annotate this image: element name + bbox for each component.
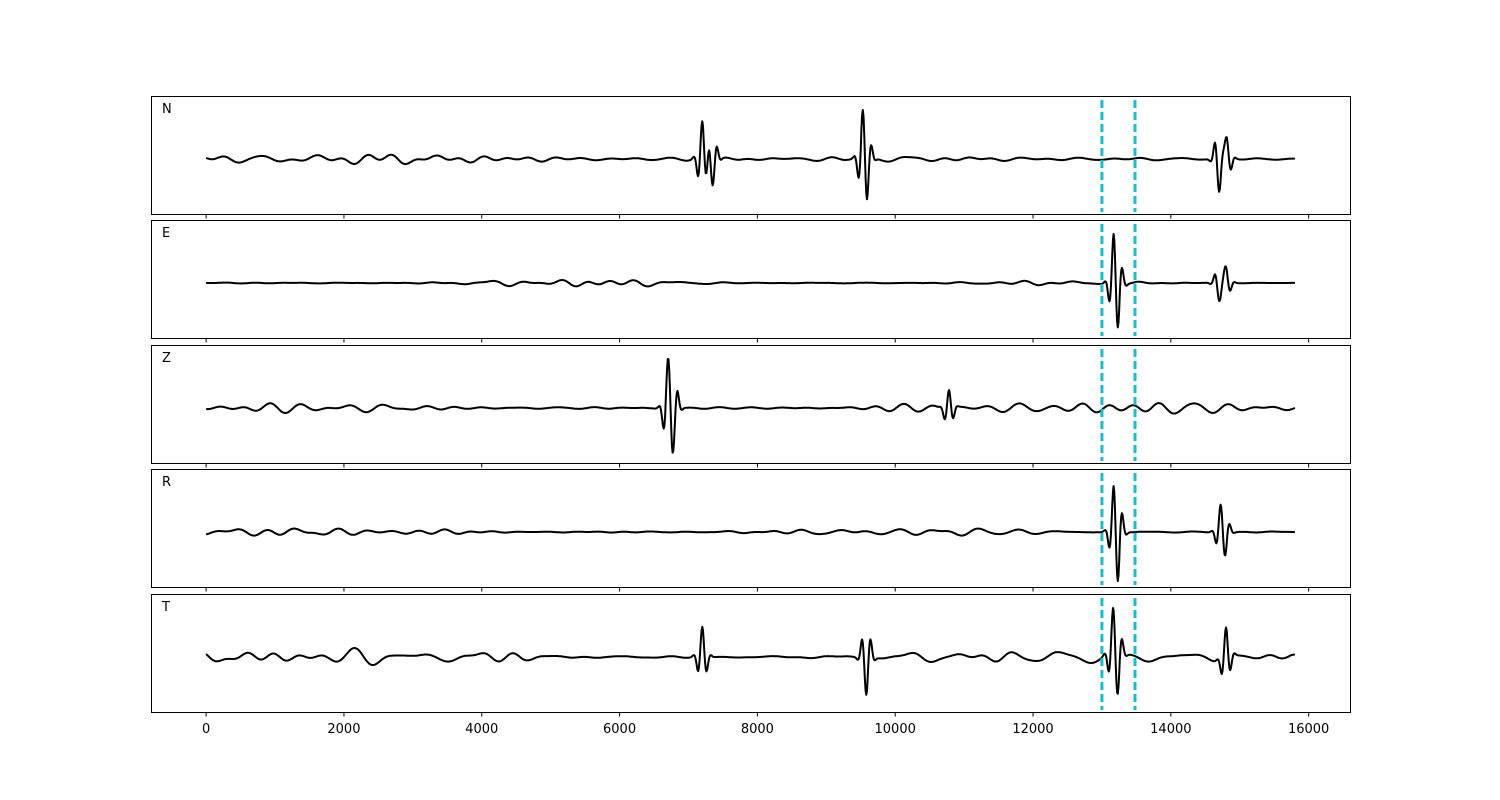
panel-frame [151, 96, 1351, 215]
panel-frame [151, 469, 1351, 588]
x-tick-label: 2000 [327, 722, 360, 737]
trace-line-n [205, 109, 1296, 201]
x-tick-label: 16000 [1288, 722, 1329, 737]
panel-frame [151, 220, 1351, 339]
panels-group: N E Z R T [151, 96, 1351, 717]
x-tick-label: 0 [202, 722, 210, 737]
panel-label-e: E [162, 226, 170, 241]
panel-e: E [151, 220, 1351, 343]
x-tick-label: 14000 [1150, 722, 1191, 737]
panel-label-n: N [162, 102, 172, 117]
trace-line-z [205, 358, 1296, 454]
panel-z: Z [151, 345, 1351, 468]
x-axis: 0 2000 4000 6000 8000 10000 12000 14000 16000 [202, 722, 1329, 737]
panel-n: N [151, 96, 1351, 219]
panel-frame [151, 345, 1351, 464]
panel-label-z: Z [162, 351, 171, 366]
trace-line-e [205, 233, 1296, 329]
panel-r: R [151, 469, 1351, 592]
trace-line-r [205, 485, 1296, 582]
panel-label-r: R [162, 475, 171, 490]
trace-line-t [205, 607, 1296, 696]
panel-frame [151, 594, 1351, 713]
x-tick-label: 4000 [465, 722, 498, 737]
panel-label-t: T [161, 600, 170, 615]
x-tick-label: 6000 [603, 722, 636, 737]
x-tick-label: 8000 [741, 722, 774, 737]
x-tick-label: 12000 [1012, 722, 1053, 737]
x-tick-label: 10000 [875, 722, 916, 737]
panel-t: T [151, 594, 1351, 717]
